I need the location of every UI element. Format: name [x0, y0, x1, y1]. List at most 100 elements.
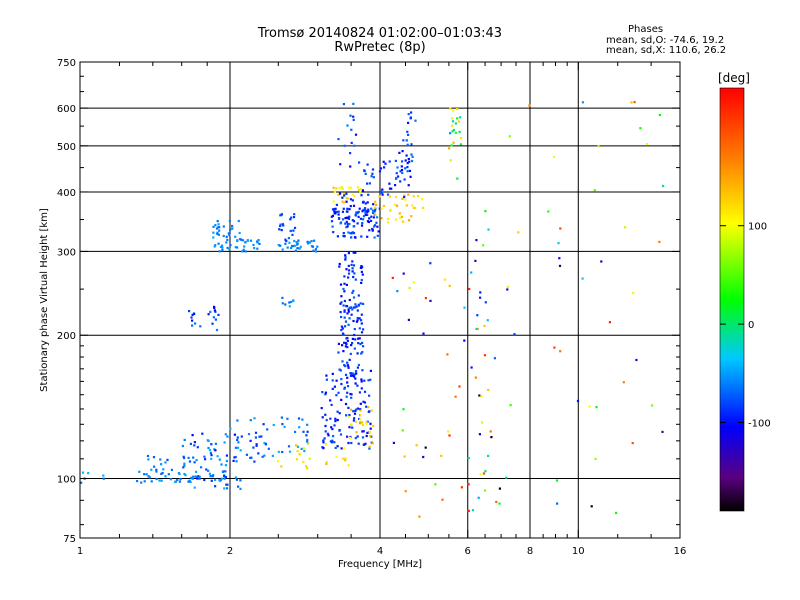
- data-point: [337, 351, 340, 354]
- data-point: [368, 447, 371, 450]
- data-point: [329, 399, 332, 402]
- data-point: [373, 224, 377, 227]
- data-point: [403, 178, 406, 181]
- data-point: [362, 400, 365, 403]
- data-point: [559, 350, 562, 353]
- data-point: [140, 481, 143, 484]
- data-point: [371, 211, 375, 214]
- data-point: [517, 231, 520, 234]
- data-point: [476, 314, 479, 317]
- data-point: [191, 313, 194, 316]
- data-point: [212, 316, 215, 319]
- data-point: [356, 309, 359, 312]
- data-point: [371, 229, 374, 232]
- data-point: [394, 159, 397, 162]
- data-point: [334, 420, 337, 423]
- grid-lines: [80, 62, 680, 538]
- data-point: [361, 436, 365, 439]
- data-point: [324, 393, 327, 396]
- data-point: [361, 266, 364, 269]
- data-point: [345, 197, 348, 200]
- data-point: [446, 353, 449, 356]
- data-point: [221, 470, 224, 473]
- data-point: [352, 115, 355, 118]
- data-point: [362, 430, 365, 433]
- data-point: [351, 341, 354, 345]
- data-point: [411, 204, 414, 207]
- data-point: [635, 358, 638, 362]
- data-point: [225, 459, 228, 463]
- data-point: [295, 241, 298, 244]
- data-point: [388, 160, 391, 163]
- data-point: [368, 430, 371, 433]
- data-point: [483, 489, 487, 492]
- data-point: [342, 447, 345, 450]
- data-point: [360, 194, 363, 197]
- data-point: [347, 308, 350, 311]
- data-point: [356, 366, 359, 369]
- data-point: [357, 294, 360, 297]
- data-point: [353, 412, 357, 415]
- data-point: [424, 297, 427, 300]
- data-point: [404, 159, 407, 162]
- data-point: [214, 318, 217, 321]
- data-point: [353, 144, 356, 147]
- data-point: [581, 277, 584, 280]
- data-point: [321, 446, 324, 449]
- data-point: [316, 245, 319, 248]
- data-point: [371, 209, 374, 212]
- data-point: [344, 222, 347, 225]
- data-point: [597, 145, 600, 148]
- data-point: [380, 191, 383, 194]
- data-point: [370, 219, 373, 222]
- data-point: [359, 191, 362, 194]
- data-point: [633, 101, 636, 104]
- data-point: [401, 197, 404, 200]
- data-point: [253, 417, 256, 420]
- data-point: [281, 423, 284, 426]
- data-point: [331, 428, 334, 431]
- data-point: [372, 203, 375, 206]
- data-point: [429, 299, 432, 302]
- data-point: [632, 291, 635, 295]
- data-point: [581, 101, 584, 104]
- data-point: [193, 444, 196, 447]
- data-point: [210, 479, 213, 482]
- data-point: [595, 406, 598, 409]
- data-point: [160, 463, 163, 466]
- data-point: [349, 232, 352, 235]
- data-point: [236, 246, 239, 249]
- data-point: [367, 379, 370, 382]
- data-point: [357, 303, 360, 306]
- data-point: [225, 487, 229, 490]
- data-point: [349, 114, 352, 117]
- data-point: [336, 235, 339, 238]
- data-point: [380, 190, 383, 193]
- data-point: [281, 296, 284, 299]
- data-point: [188, 460, 192, 463]
- data-point: [183, 438, 186, 441]
- data-point: [249, 419, 252, 422]
- data-point: [350, 128, 353, 131]
- data-point: [400, 168, 404, 172]
- data-point: [401, 150, 404, 153]
- data-point: [223, 477, 226, 480]
- data-point: [600, 260, 603, 263]
- data-point: [257, 452, 260, 455]
- data-point: [246, 239, 249, 242]
- data-point: [336, 410, 339, 413]
- data-point: [352, 319, 355, 323]
- data-point: [364, 172, 367, 175]
- data-point: [337, 193, 340, 197]
- data-point: [333, 212, 336, 215]
- data-point: [220, 463, 223, 466]
- data-point: [334, 207, 337, 210]
- data-point: [350, 141, 353, 144]
- data-point: [342, 232, 345, 235]
- data-point: [245, 453, 248, 456]
- data-point: [350, 344, 353, 347]
- data-point: [344, 254, 347, 257]
- data-point: [209, 475, 212, 478]
- data-point: [452, 128, 455, 132]
- data-point: [367, 210, 370, 213]
